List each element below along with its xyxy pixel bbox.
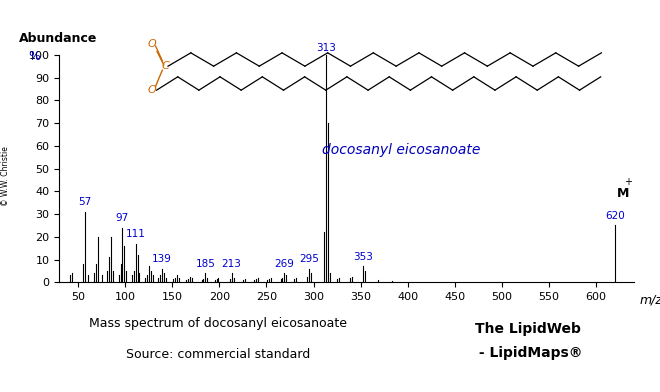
Text: 353: 353 [354, 252, 374, 262]
Text: - LipidMaps®: - LipidMaps® [474, 346, 582, 360]
Text: +: + [624, 177, 632, 187]
Text: 295: 295 [299, 254, 319, 264]
Text: 97: 97 [116, 213, 129, 223]
Text: O: O [148, 38, 156, 49]
Text: 313: 313 [316, 43, 336, 53]
Text: 269: 269 [275, 259, 294, 269]
Text: 139: 139 [152, 254, 172, 264]
Text: Mass spectrum of docosanyl eicosanoate: Mass spectrum of docosanyl eicosanoate [89, 317, 347, 330]
Text: %: % [28, 50, 40, 64]
Text: C: C [161, 61, 169, 71]
Text: O: O [148, 85, 156, 95]
X-axis label: m/z: m/z [640, 294, 660, 307]
Text: 620: 620 [605, 211, 624, 221]
Text: The LipidWeb: The LipidWeb [475, 322, 581, 336]
Text: 57: 57 [78, 197, 92, 207]
Text: M: M [616, 187, 629, 200]
Text: Source: commercial standard: Source: commercial standard [125, 348, 310, 361]
Text: 213: 213 [222, 259, 242, 269]
Text: 185: 185 [195, 259, 215, 269]
Text: © W.W. Christie: © W.W. Christie [1, 147, 10, 206]
Text: docosanyl eicosanoate: docosanyl eicosanoate [322, 143, 480, 157]
Text: 111: 111 [125, 229, 146, 239]
Text: Abundance: Abundance [19, 32, 98, 45]
